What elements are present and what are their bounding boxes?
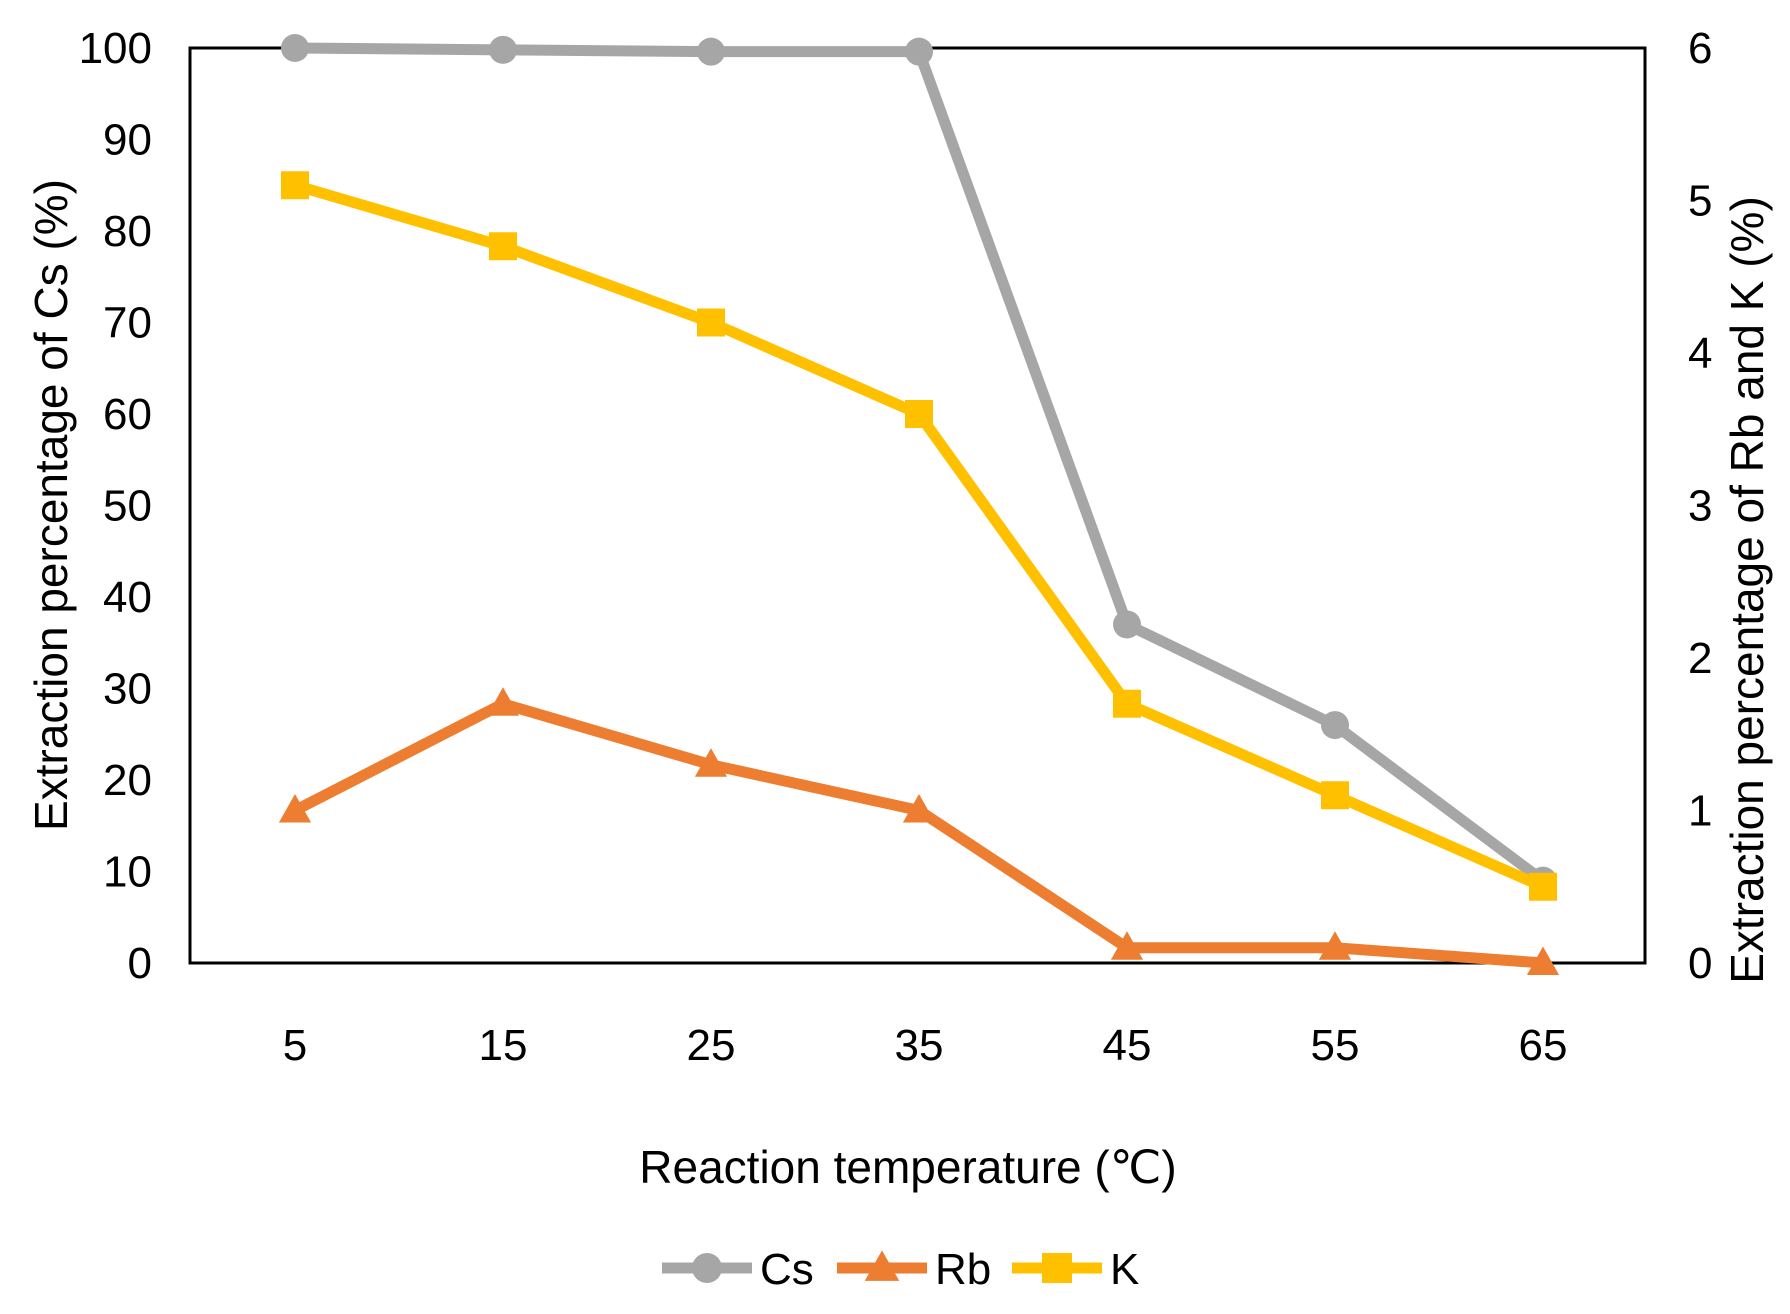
left-tick-label: 40 (103, 573, 152, 622)
data-point-cs (281, 34, 309, 62)
x-tick-label: 35 (895, 1021, 944, 1070)
right-tick-label: 0 (1688, 939, 1712, 988)
left-tick-label: 20 (103, 756, 152, 805)
legend-label: Rb (935, 1245, 991, 1294)
data-point-cs (905, 37, 933, 66)
right-tick-label: 1 (1688, 787, 1712, 836)
x-axis-ticks: 5 15 25 35 45 55 65 (283, 1021, 1568, 1070)
data-point-k (1529, 872, 1557, 901)
left-tick-label: 30 (103, 665, 152, 714)
data-point-rb (1526, 946, 1560, 975)
data-point-k (281, 171, 309, 200)
left-tick-label: 70 (103, 299, 152, 348)
right-tick-label: 4 (1688, 329, 1712, 378)
left-axis-title: Extraction percentage of Cs (%) (25, 179, 77, 831)
legend-label: K (1110, 1245, 1139, 1294)
data-point-rb (694, 748, 728, 777)
left-tick-label: 60 (103, 390, 152, 439)
right-tick-label: 6 (1688, 24, 1712, 73)
x-tick-label: 45 (1103, 1021, 1152, 1070)
data-point-cs (1321, 711, 1349, 740)
plot-area (188, 46, 1647, 965)
x-tick-label: 55 (1311, 1021, 1360, 1070)
x-tick-label: 65 (1519, 1021, 1568, 1070)
right-axis-title: Extraction percentage of Rb and K (%) (1721, 196, 1773, 984)
left-tick-label: 50 (103, 482, 152, 531)
left-tick-label: 80 (103, 207, 152, 256)
right-tick-label: 2 (1688, 634, 1712, 683)
data-point-rb (278, 794, 312, 823)
data-point-cs (697, 37, 725, 66)
legend-item-k: K (1012, 1245, 1139, 1294)
data-point-rb (486, 687, 520, 716)
legend-item-rb: Rb (837, 1245, 991, 1294)
left-tick-label: 90 (103, 116, 152, 165)
legend: Cs Rb K (662, 1245, 1139, 1294)
right-tick-label: 3 (1688, 482, 1712, 531)
left-tick-label: 0 (128, 939, 152, 988)
data-point-rb (1318, 931, 1352, 960)
legend-item-cs: Cs (662, 1245, 814, 1294)
x-tick-label: 15 (479, 1021, 528, 1070)
right-axis-ticks: 0 1 2 3 4 5 6 (1688, 24, 1712, 988)
left-tick-label: 10 (103, 848, 152, 897)
data-point-k (489, 232, 517, 261)
data-point-k (697, 308, 725, 337)
data-point-rb (902, 794, 936, 823)
x-tick-label: 5 (283, 1021, 307, 1070)
x-axis-title: Reaction temperature (℃) (639, 1141, 1176, 1193)
data-point-k (1113, 689, 1141, 718)
data-point-rb (1110, 931, 1144, 960)
left-axis-ticks: 0 10 20 30 40 50 60 70 80 90 100 (79, 24, 152, 988)
data-point-cs (1113, 610, 1141, 639)
legend-swatch-marker (1042, 1253, 1072, 1283)
right-tick-label: 5 (1688, 177, 1712, 226)
series-k (281, 171, 1557, 901)
legend-label: Cs (760, 1245, 814, 1294)
data-point-cs (489, 35, 517, 64)
left-tick-label: 100 (79, 24, 152, 73)
data-point-k (1321, 781, 1349, 810)
series-rb (278, 687, 1560, 975)
data-point-k (905, 400, 933, 428)
legend-swatch-marker (864, 1250, 900, 1281)
legend-swatch-marker (692, 1253, 722, 1283)
x-tick-label: 25 (687, 1021, 736, 1070)
series-layer (278, 34, 1560, 975)
